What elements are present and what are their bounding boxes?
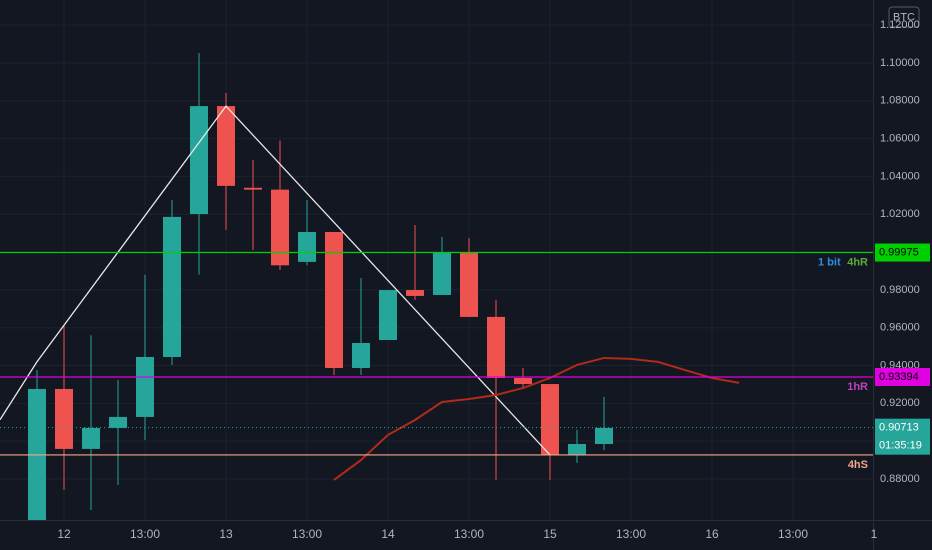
x-tick-label: 12 [57,527,71,541]
candle-body [541,384,559,455]
y-tick-label: 1.10000 [880,57,920,69]
level-name: 1hR [847,381,868,393]
candle-body [271,189,289,266]
symbol[interactable]: BTC [893,11,915,23]
candle-body [244,187,262,190]
candle-body [568,443,586,455]
candle-body [460,253,478,317]
y-tick-label: 0.96000 [880,322,920,334]
candle-body [136,357,154,417]
candle-body [190,106,208,215]
candle-body [28,388,46,520]
level-name: 4hR [847,256,868,268]
y-tick-label: 1.02000 [880,208,920,220]
candle-body [352,343,370,368]
y-tick-label: 1.12000 [880,19,920,31]
candle-body [433,253,451,295]
candle-body [55,388,73,449]
level-name: 4hS [848,459,868,471]
candle-body [487,316,505,378]
candle-body [217,106,235,186]
x-tick-label: 13:00 [454,527,484,541]
x-tick-label: 13 [219,527,233,541]
x-tick-label: 13:00 [616,527,646,541]
candle-body [163,216,181,358]
x-tick-label: 1 [871,527,878,541]
y-tick-label: 0.98000 [880,284,920,296]
symbol-badge[interactable] [888,6,920,28]
candle-body [514,377,532,385]
y-tick-label: 1.04000 [880,170,920,182]
price-label-bg [875,243,930,262]
price-label-bg [875,367,930,386]
moving-average [333,356,740,481]
y-tick-label: 1.06000 [880,133,920,145]
x-tick-label: 13:00 [130,527,160,541]
last-price-label: 0.90713 [879,422,919,434]
x-tick-label: 13:00 [778,527,808,541]
zigzag-line [0,105,551,456]
x-tick-label: 16 [705,527,719,541]
y-tick-label: 0.92000 [880,397,920,409]
x-tick-label: 15 [543,527,557,541]
candle-body [379,290,397,340]
price-label: 0.93394 [879,371,919,383]
x-tick-label: 14 [381,527,395,541]
candle-body [298,232,316,262]
x-tick-label: 13:00 [292,527,322,541]
countdown: 01:35:19 [879,440,922,452]
price-label: 0.99975 [879,246,919,258]
last-price-bg [875,418,930,455]
level-name: 1 bit [818,256,841,268]
candle-body [82,427,100,449]
candle-body [595,427,613,444]
candle-body [325,232,343,368]
candle-body [406,290,424,296]
candle-body [109,416,127,428]
y-tick-label: 1.08000 [880,95,920,107]
y-tick-label: 0.88000 [880,473,920,485]
